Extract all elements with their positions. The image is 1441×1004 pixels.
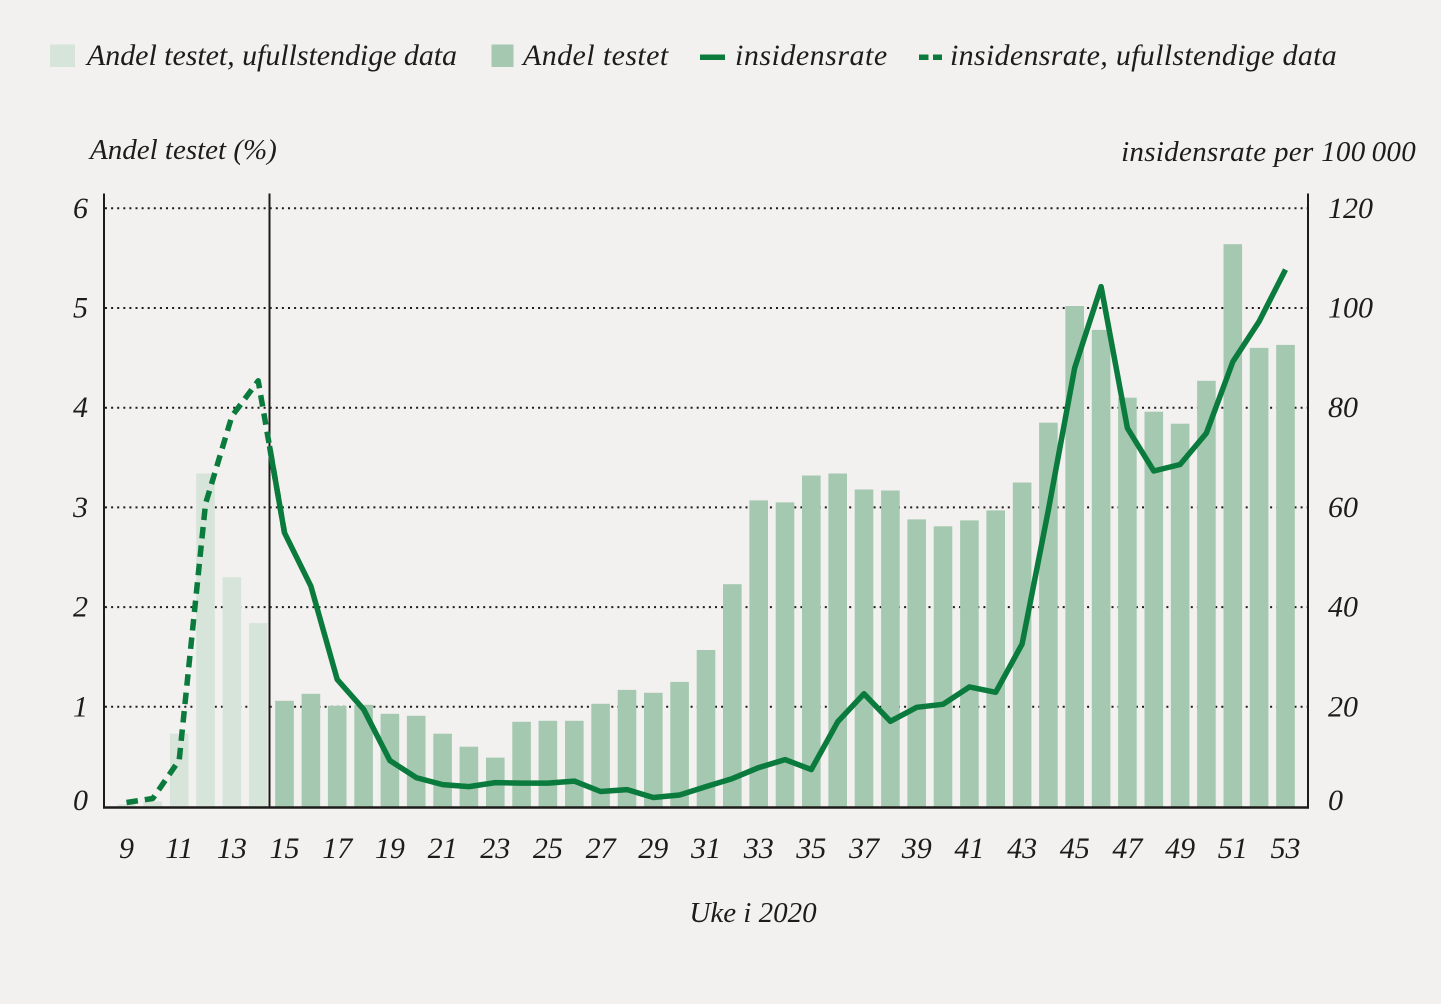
svg-text:21: 21 xyxy=(428,832,458,865)
svg-text:Uke i 2020: Uke i 2020 xyxy=(689,897,817,929)
svg-text:0: 0 xyxy=(73,784,88,817)
svg-text:9: 9 xyxy=(119,832,134,865)
svg-text:23: 23 xyxy=(480,832,510,865)
svg-text:insidensrate per 100 000: insidensrate per 100 000 xyxy=(1121,136,1416,168)
svg-text:6: 6 xyxy=(73,192,88,225)
svg-text:29: 29 xyxy=(638,832,668,865)
svg-text:3: 3 xyxy=(72,491,88,524)
svg-text:41: 41 xyxy=(954,832,984,865)
svg-text:33: 33 xyxy=(743,832,774,865)
svg-text:20: 20 xyxy=(1328,690,1358,723)
svg-text:60: 60 xyxy=(1328,491,1358,524)
svg-text:1: 1 xyxy=(73,690,88,723)
svg-text:17: 17 xyxy=(322,832,354,865)
svg-text:31: 31 xyxy=(690,832,721,865)
svg-text:Andel testet, ufullstendige da: Andel testet, ufullstendige data xyxy=(85,39,457,72)
svg-text:0: 0 xyxy=(1328,784,1343,817)
svg-text:49: 49 xyxy=(1165,832,1195,865)
svg-text:2: 2 xyxy=(73,591,88,624)
svg-text:45: 45 xyxy=(1060,832,1090,865)
svg-text:80: 80 xyxy=(1328,391,1358,424)
svg-text:51: 51 xyxy=(1218,832,1248,865)
svg-text:Andel testet (%): Andel testet (%) xyxy=(88,134,277,166)
svg-text:40: 40 xyxy=(1328,591,1358,624)
svg-text:100: 100 xyxy=(1328,292,1373,325)
svg-text:47: 47 xyxy=(1112,832,1144,865)
svg-text:120: 120 xyxy=(1328,192,1373,225)
svg-text:15: 15 xyxy=(270,832,300,865)
svg-text:25: 25 xyxy=(533,832,563,865)
svg-text:27: 27 xyxy=(586,832,618,865)
svg-text:11: 11 xyxy=(165,832,193,865)
svg-text:35: 35 xyxy=(795,832,826,865)
svg-text:4: 4 xyxy=(73,391,88,424)
svg-text:insidensrate: insidensrate xyxy=(735,39,888,72)
svg-text:53: 53 xyxy=(1271,832,1301,865)
svg-text:13: 13 xyxy=(217,832,247,865)
svg-text:5: 5 xyxy=(73,292,88,325)
svg-text:43: 43 xyxy=(1007,832,1037,865)
svg-text:19: 19 xyxy=(375,832,405,865)
svg-text:39: 39 xyxy=(901,832,932,865)
svg-text:Andel testet: Andel testet xyxy=(521,39,669,72)
svg-text:37: 37 xyxy=(848,832,881,865)
svg-text:insidensrate, ufullstendige da: insidensrate, ufullstendige data xyxy=(950,39,1337,72)
